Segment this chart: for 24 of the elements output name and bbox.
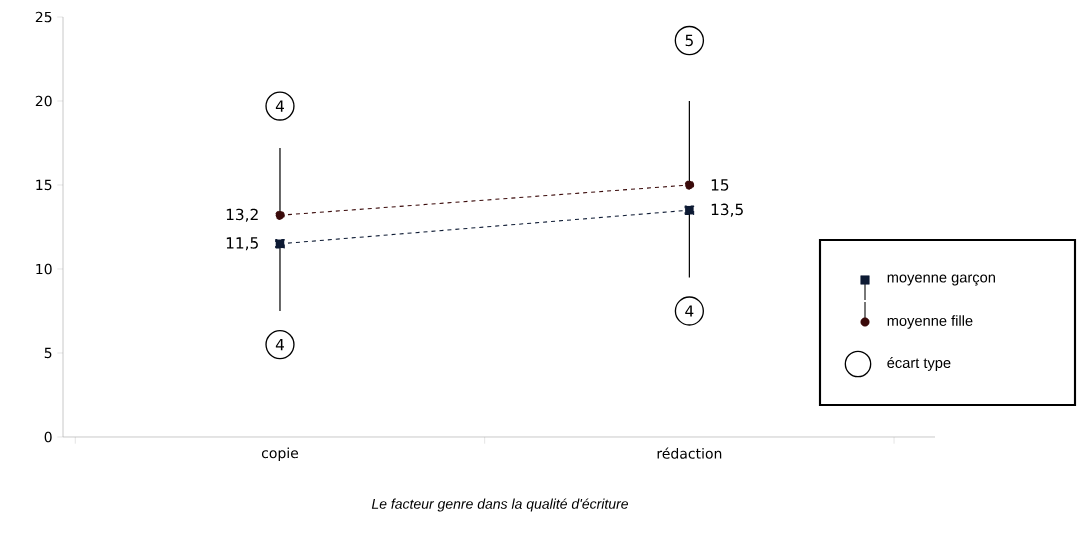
- annotation: 5: [685, 34, 693, 47]
- x-tick-label: copie: [261, 447, 299, 461]
- y-tick-label: 10: [36, 263, 52, 275]
- annotation: 4: [275, 100, 284, 112]
- y-tick-label: 0: [44, 431, 52, 443]
- x-tick-label: rédaction: [657, 447, 722, 459]
- y-tick-label: 5: [44, 347, 52, 359]
- data-label: 13,5: [711, 203, 743, 217]
- legend-label: moyenne fille: [887, 315, 973, 329]
- y-tick-label: 15: [36, 179, 52, 191]
- data-label: 15: [711, 179, 729, 191]
- y-tick-label: 20: [35, 95, 52, 107]
- text: Le facteur genre dans la qualité d'écriture: [371, 498, 628, 512]
- annotation: 4: [275, 339, 284, 351]
- annotation: écart type: [887, 357, 951, 371]
- point: [684, 205, 695, 215]
- point: [684, 180, 695, 190]
- point: [275, 210, 285, 221]
- y-tick-label: 25: [35, 11, 52, 23]
- data-label: 11,5: [226, 237, 258, 251]
- legend-label: moyenne garçon: [887, 274, 995, 286]
- data-label: 13,2: [226, 208, 258, 222]
- point: [275, 238, 285, 249]
- annotation: 4: [685, 305, 694, 317]
